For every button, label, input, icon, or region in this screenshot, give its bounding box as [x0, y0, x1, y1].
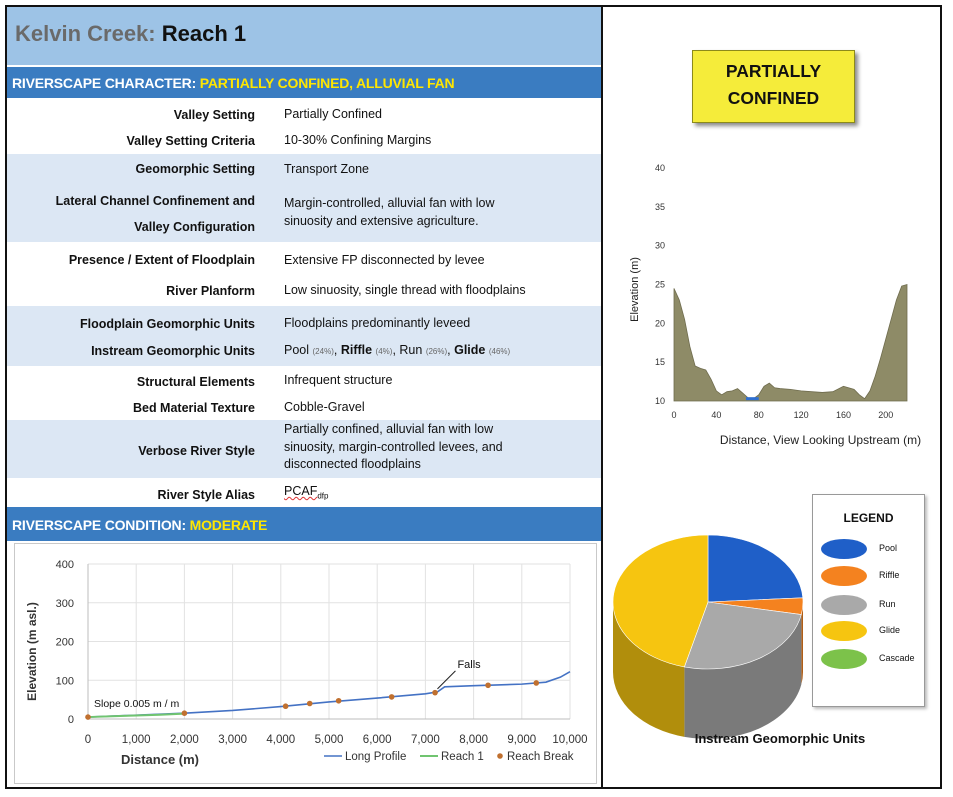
value-geomorphic-setting: Transport Zone [284, 162, 369, 176]
row-structure: Structural Elements Infrequent structure… [7, 368, 601, 418]
label-bed-material: Bed Material Texture [132, 401, 255, 415]
value-valley-setting-criteria: 10-30% Confining Margins [284, 133, 432, 147]
character-bar: RIVERSCAPE CHARACTER: PARTIALLY CONFINED… [7, 67, 601, 98]
legend-label-cascade: Cascade [879, 653, 915, 663]
unit-riffle-pct: (4%) [375, 347, 393, 356]
legend-title: LEGEND [843, 511, 894, 525]
value-river-planform: Low sinuosity, single thread with floodp… [284, 283, 526, 297]
legend-item-glide: Glide [817, 621, 922, 641]
legend-item-riffle: Riffle [817, 566, 922, 586]
unit-glide-pct: (46%) [488, 347, 511, 356]
legend-label-glide: Glide [879, 625, 901, 635]
legend-swatch-cascade [821, 649, 867, 669]
character-label: RIVERSCAPE CHARACTER: [12, 75, 197, 91]
value-lateral-line2: sinuosity and extensive agriculture. [284, 214, 479, 228]
row-floodplain: Presence / Extent of Floodplain Extensiv… [7, 244, 601, 304]
legend-swatch-riffle [821, 566, 867, 586]
pie-legend: LEGEND Pool Riffle Run Glide Cascade [812, 494, 925, 707]
label-floodplain-units: Floodplain Geomorphic Units [80, 317, 255, 331]
value-verbose-style-line3: disconnected floodplains [284, 457, 421, 471]
legend-swatch-glide [821, 621, 867, 641]
unit-pool-pct: (24%) [312, 347, 334, 356]
value-instream-units: Pool (24%), Riffle (4%), Run (26%), Glid… [284, 343, 511, 357]
panel-divider [601, 5, 603, 789]
legend-swatch-pool [821, 539, 867, 559]
label-valley-setting-criteria: Valley Setting Criteria [126, 134, 255, 148]
legend-item-run: Run [817, 595, 922, 615]
legend-swatch-run [821, 595, 867, 615]
row-style-alias: River Style Alias PCAFdfp [7, 480, 601, 506]
stamp-line1: PARTIALLY [725, 61, 822, 81]
legend-label-riffle: Riffle [879, 570, 900, 580]
value-bed-material: Cobble-Gravel [284, 400, 365, 414]
title-reach: Reach 1 [161, 21, 247, 46]
legend-label-pool: Pool [879, 543, 898, 553]
confinement-stamp: PARTIALLY CONFINED [692, 50, 855, 123]
condition-bar: RIVERSCAPE CONDITION: MODERATE [7, 507, 601, 541]
legend-label-run: Run [879, 599, 896, 609]
report-frame [5, 5, 942, 789]
value-style-alias: PCAFdfp [284, 482, 594, 506]
stamp-line2: CONFINED [727, 88, 820, 108]
long-profile-chart-box [14, 543, 597, 784]
condition-label: RIVERSCAPE CONDITION: [12, 517, 186, 533]
label-lateral-line1: Lateral Channel Confinement and [55, 194, 255, 208]
unit-glide: Glide [454, 343, 486, 357]
row-geomorphic-units: Floodplain Geomorphic Units Floodplains … [7, 306, 601, 366]
pie-caption: Instream Geomorphic Units [694, 731, 866, 746]
value-floodplain-presence: Extensive FP disconnected by levee [284, 253, 485, 267]
label-geomorphic-setting: Geomorphic Setting [135, 162, 255, 176]
label-valley-setting: Valley Setting [173, 108, 255, 122]
value-floodplain-units: Floodplains predominantly leveed [284, 316, 471, 330]
label-style-alias: River Style Alias [157, 488, 255, 502]
condition-value: MODERATE [189, 517, 268, 533]
row-valley-setting: Valley Setting Partially Confined Valley… [7, 102, 601, 152]
label-verbose-style: Verbose River Style [138, 444, 255, 458]
label-floodplain-presence: Presence / Extent of Floodplain [68, 253, 255, 267]
row-geomorphic: Geomorphic Setting Transport Zone Latera… [7, 154, 601, 242]
title-creek: Kelvin Creek: [15, 21, 156, 46]
legend-item-pool: Pool [817, 539, 922, 559]
unit-run-pct: (26%) [425, 347, 448, 356]
legend-item-cascade: Cascade [817, 649, 922, 669]
value-valley-setting: Partially Confined [284, 107, 382, 121]
alias-sub: dfp [317, 491, 329, 501]
unit-pool: Pool [284, 343, 310, 357]
character-value: PARTIALLY CONFINED, ALLUVIAL FAN [199, 75, 455, 91]
unit-run: Run [399, 343, 423, 357]
label-structural-elements: Structural Elements [136, 375, 255, 389]
value-lateral-line1: Margin-controlled, alluvial fan with low [284, 196, 495, 210]
alias-main: PCAF [284, 484, 318, 498]
unit-riffle: Riffle [340, 343, 373, 357]
row-verbose-style: Verbose River Style Partially confined, … [7, 420, 601, 478]
label-lateral-line2: Valley Configuration [134, 220, 255, 234]
value-verbose-style-line1: Partially confined, alluvial fan with lo… [284, 422, 494, 436]
page-title: Kelvin Creek: Reach 1 [7, 7, 601, 65]
value-structural-elements: Infrequent structure [284, 373, 393, 387]
label-instream-units: Instream Geomorphic Units [91, 344, 255, 358]
label-river-planform: River Planform [166, 284, 255, 298]
value-verbose-style-line2: sinuosity, margin-controlled levees, and [284, 440, 503, 454]
